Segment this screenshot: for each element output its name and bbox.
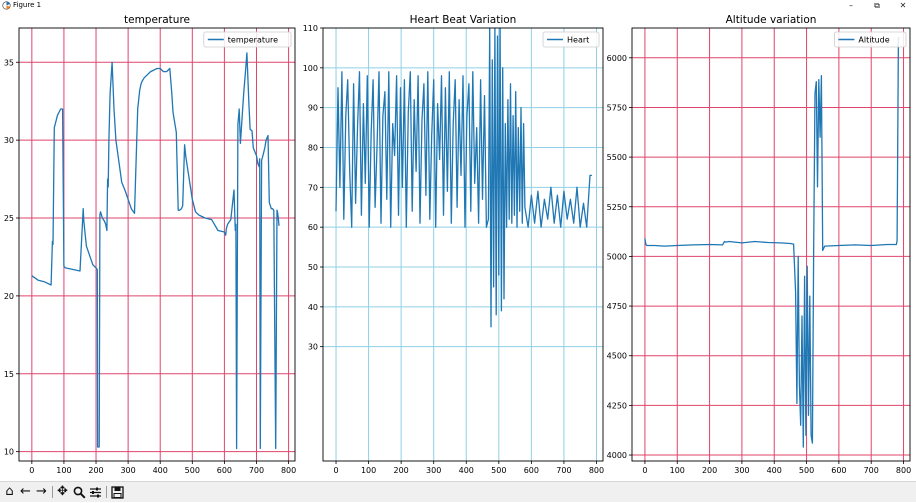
y-tick-label: 4500 [607,352,627,361]
back-arrow-icon: ← [20,484,31,499]
x-tick-label: 0 [333,466,338,475]
minimize-icon: – [849,1,853,10]
figure-canvas: 0 100 200 300 400 500 600 700 800101520253035tem… [4,14,912,475]
y-tick-label: 90 [308,104,318,113]
close-icon: ✕ [899,1,907,10]
matplotlib-app-icon [2,1,11,10]
x-tick-label: 800 [281,466,296,475]
x-tick-label: 200 [702,466,717,475]
legend: Heart [542,31,600,48]
toolbar-separator [106,486,107,498]
navigation-toolbar: ⌂ ← → ✥ [0,481,916,502]
x-tick-label: 600 [524,466,539,475]
axes-frame [631,27,911,462]
window-title: Figure 1 [13,1,42,9]
x-tick-label: 700 [556,466,571,475]
x-tick-label: 200 [88,466,103,475]
save-button[interactable] [110,485,125,499]
home-icon: ⌂ [5,484,14,499]
y-tick-label: 5250 [607,203,627,212]
x-tick-label: 300 [734,466,749,475]
y-tick-label: 6000 [607,54,627,63]
x-tick-label: 600 [217,466,232,475]
zoom-button[interactable] [72,485,87,499]
minimize-button[interactable]: – [838,0,864,11]
x-tick-label: 800 [589,466,604,475]
chart-title: temperature [124,14,190,26]
legend-label: Heart [567,36,589,45]
y-tick-label: 60 [308,223,318,232]
x-tick-label: 100 [56,466,71,475]
x-tick-label: 400 [459,466,474,475]
toolbar-separator [52,486,53,498]
y-tick-label: 4000 [607,451,627,460]
y-tick-label: 70 [308,183,318,192]
x-tick-label: 0 [642,466,647,475]
x-tick-label: 700 [864,466,879,475]
x-tick-label: 400 [767,466,782,475]
y-tick-label: 110 [303,24,318,33]
close-button[interactable]: ✕ [890,0,916,11]
forward-arrow-icon: → [36,484,47,499]
x-tick-label: 500 [491,466,506,475]
y-tick-label: 4250 [607,401,627,410]
back-button[interactable]: ← [18,485,33,499]
y-tick-label: 35 [4,58,14,67]
pan-button[interactable]: ✥ [55,485,70,499]
y-tick-label: 100 [303,64,318,73]
window-titlebar: Figure 1 – ⧉ ✕ [0,0,916,11]
zoom-magnifier-icon [73,486,86,499]
x-tick-label: 500 [799,466,814,475]
x-tick-label: 500 [185,466,200,475]
x-tick-label: 800 [896,466,911,475]
forward-button[interactable]: → [34,485,49,499]
y-tick-label: 30 [308,343,318,352]
series-line-temperature [31,52,280,450]
series-line-altitude [644,37,900,448]
subplot-2: 0 100 200 300 400 500 600 700 800 30 40 50 60 70 80 90 1… [303,14,604,475]
legend-box [203,31,292,48]
y-tick-label: 25 [4,214,14,223]
y-tick-label: 4750 [607,302,627,311]
legend-box [542,31,600,48]
save-floppy-icon [111,486,124,499]
legend-label: temperature [228,36,278,45]
legend-label: Altitude [858,36,889,45]
restore-icon: ⧉ [874,1,880,10]
x-tick-label: 300 [120,466,135,475]
subplot-1: 0 100 200 300 400 500 600 700 800 10 15 20 25 30 35 tem… [4,14,296,475]
y-tick-label: 5500 [607,153,627,162]
series-line-heart [335,28,592,328]
x-tick-label: 0 [29,466,34,475]
x-tick-label: 300 [426,466,441,475]
subplot-3: 0 100 200 300 400 500 600 700 800 4000 4250 4500 475… [607,14,912,475]
legend: temperature [203,31,292,48]
y-tick-label: 40 [308,303,318,312]
maximize-button[interactable]: ⧉ [864,0,890,11]
y-tick-label: 80 [308,144,318,153]
chart-title: Altitude variation [726,14,817,26]
y-tick-label: 30 [4,136,14,145]
y-tick-label: 20 [4,292,14,301]
chart-title: Heart Beat Variation [410,14,517,26]
y-tick-label: 15 [4,370,14,379]
x-tick-label: 100 [670,466,685,475]
axes-frame [322,27,604,462]
legend-box [834,31,907,48]
y-tick-label: 50 [308,263,318,272]
x-tick-label: 600 [831,466,846,475]
configure-subplots-icon [90,487,101,498]
pan-move-icon: ✥ [57,484,68,499]
x-tick-label: 100 [361,466,376,475]
legend: Altitude [834,31,907,48]
y-tick-label: 10 [4,448,14,457]
x-tick-label: 200 [393,466,408,475]
axes-frame [18,27,296,462]
x-tick-label: 400 [153,466,168,475]
y-tick-label: 5000 [607,252,627,261]
home-button[interactable]: ⌂ [2,485,17,499]
y-tick-label: 5750 [607,103,627,112]
x-tick-label: 700 [249,466,264,475]
configure-subplots-button[interactable] [88,485,103,499]
